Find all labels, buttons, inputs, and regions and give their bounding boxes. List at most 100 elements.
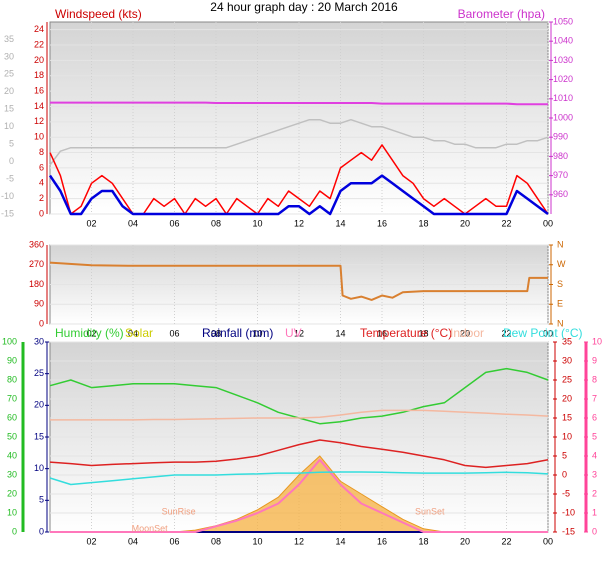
- y2-tick-label: 980: [553, 151, 568, 161]
- x-tick-label: 00: [543, 328, 553, 338]
- y2-tick-label: N: [557, 318, 564, 328]
- y4-tick-label: 0: [592, 526, 597, 536]
- x-tick-label: 16: [377, 328, 387, 338]
- y2-tick-label: 0: [39, 526, 44, 536]
- x-tick-label: 16: [377, 218, 387, 228]
- x-tick-label: 14: [335, 218, 345, 228]
- y-tick-label: 80: [7, 374, 17, 384]
- legend-entry: UV: [285, 326, 302, 340]
- y3-tick-label: -5: [562, 488, 570, 498]
- x-tick-label: 18: [418, 218, 428, 228]
- x-tick-label: 22: [501, 536, 511, 546]
- series-line: [49, 261, 548, 301]
- y3-tick-label: 25: [4, 69, 14, 79]
- y-tick-label: 14: [34, 101, 44, 111]
- legend-entry: Humidity (%): [55, 326, 124, 340]
- legend-entry: Rainfall (mm): [202, 326, 273, 340]
- y3-tick-label: 35: [562, 336, 572, 346]
- x-tick-label: 12: [294, 328, 304, 338]
- y-tick-label: 20: [34, 55, 44, 65]
- y4-tick-label: 8: [592, 374, 597, 384]
- x-tick-label: 14: [335, 328, 345, 338]
- y4-tick-label: 4: [592, 450, 597, 460]
- y2-tick-label: 10: [34, 463, 44, 473]
- y3-tick-label: 30: [562, 355, 572, 365]
- x-tick-label: 06: [169, 328, 179, 338]
- y-tick-label: 90: [34, 299, 44, 309]
- chart-title: 24 hour graph day : 20 March 2016: [210, 0, 398, 14]
- y2-axis-title: Barometer (hpa): [458, 7, 545, 21]
- y-tick-label: 0: [12, 526, 17, 536]
- y4-tick-label: 5: [592, 431, 597, 441]
- series-line: [49, 471, 549, 486]
- y-tick-label: 10: [34, 132, 44, 142]
- y3-tick-label: 15: [562, 412, 572, 422]
- y-tick-label: 10: [7, 507, 17, 517]
- annotation: SunSet: [415, 506, 445, 516]
- y2-tick-label: 15: [34, 431, 44, 441]
- y3-tick-label: 5: [562, 450, 567, 460]
- x-tick-label: 12: [294, 218, 304, 228]
- y2-tick-label: 1040: [553, 36, 573, 46]
- y-tick-label: 180: [29, 279, 44, 289]
- y-tick-label: 40: [7, 450, 17, 460]
- y-tick-label: 8: [39, 147, 44, 157]
- y3-tick-label: 10: [562, 431, 572, 441]
- x-tick-label: 08: [211, 536, 221, 546]
- y-tick-label: 20: [7, 488, 17, 498]
- x-tick-label: 02: [86, 328, 96, 338]
- y-tick-label: 90: [7, 355, 17, 365]
- y4-tick-label: 10: [592, 336, 602, 346]
- y2-tick-label: 5: [39, 495, 44, 505]
- y4-tick-label: 6: [592, 412, 597, 422]
- y3-tick-label: 25: [562, 374, 572, 384]
- y2-tick-label: 25: [34, 368, 44, 378]
- x-tick-label: 20: [460, 536, 470, 546]
- y-tick-label: 2: [39, 193, 44, 203]
- x-tick-label: 04: [128, 328, 138, 338]
- series-line: [48, 174, 549, 216]
- y2-tick-label: S: [557, 279, 563, 289]
- y2-tick-label: 990: [553, 132, 568, 142]
- y3-tick-label: 30: [4, 51, 14, 61]
- y2-tick-label: W: [557, 259, 566, 269]
- y-tick-label: 0: [39, 318, 44, 328]
- series-line: [49, 439, 549, 469]
- y2-tick-label: N: [557, 239, 564, 249]
- x-tick-label: 22: [501, 328, 511, 338]
- y2-tick-label: 30: [34, 336, 44, 346]
- x-tick-label: 16: [377, 536, 387, 546]
- x-tick-label: 06: [169, 536, 179, 546]
- x-tick-label: 08: [211, 218, 221, 228]
- y4-tick-label: 1: [592, 507, 597, 517]
- y3-tick-label: 0: [9, 156, 14, 166]
- y3-tick-label: -5: [6, 173, 14, 183]
- legend-entry: Dew Point (°C): [503, 326, 582, 340]
- y4-tick-label: 3: [592, 469, 597, 479]
- x-tick-label: 04: [128, 218, 138, 228]
- x-tick-label: 20: [460, 218, 470, 228]
- y2-tick-label: 1050: [553, 16, 573, 26]
- y3-tick-label: 20: [562, 393, 572, 403]
- series-line: [50, 409, 549, 421]
- series-line: [49, 118, 549, 166]
- y2-tick-label: 1000: [553, 112, 573, 122]
- y-tick-label: 60: [7, 412, 17, 422]
- y2-tick-label: 1030: [553, 55, 573, 65]
- y-axis-title: Windspeed (kts): [55, 7, 142, 21]
- x-tick-label: 22: [501, 218, 511, 228]
- y3-tick-label: 10: [4, 121, 14, 131]
- x-tick-label: 18: [418, 536, 428, 546]
- y3-tick-label: 5: [9, 139, 14, 149]
- y-tick-label: 16: [34, 85, 44, 95]
- y-tick-label: 4: [39, 178, 44, 188]
- y2-tick-label: 970: [553, 170, 568, 180]
- x-tick-label: 06: [169, 218, 179, 228]
- y-tick-label: 30: [7, 469, 17, 479]
- x-tick-label: 02: [86, 536, 96, 546]
- x-tick-label: 10: [252, 218, 262, 228]
- y-tick-label: 22: [34, 39, 44, 49]
- y-tick-label: 360: [29, 239, 44, 249]
- y2-tick-label: 1020: [553, 74, 573, 84]
